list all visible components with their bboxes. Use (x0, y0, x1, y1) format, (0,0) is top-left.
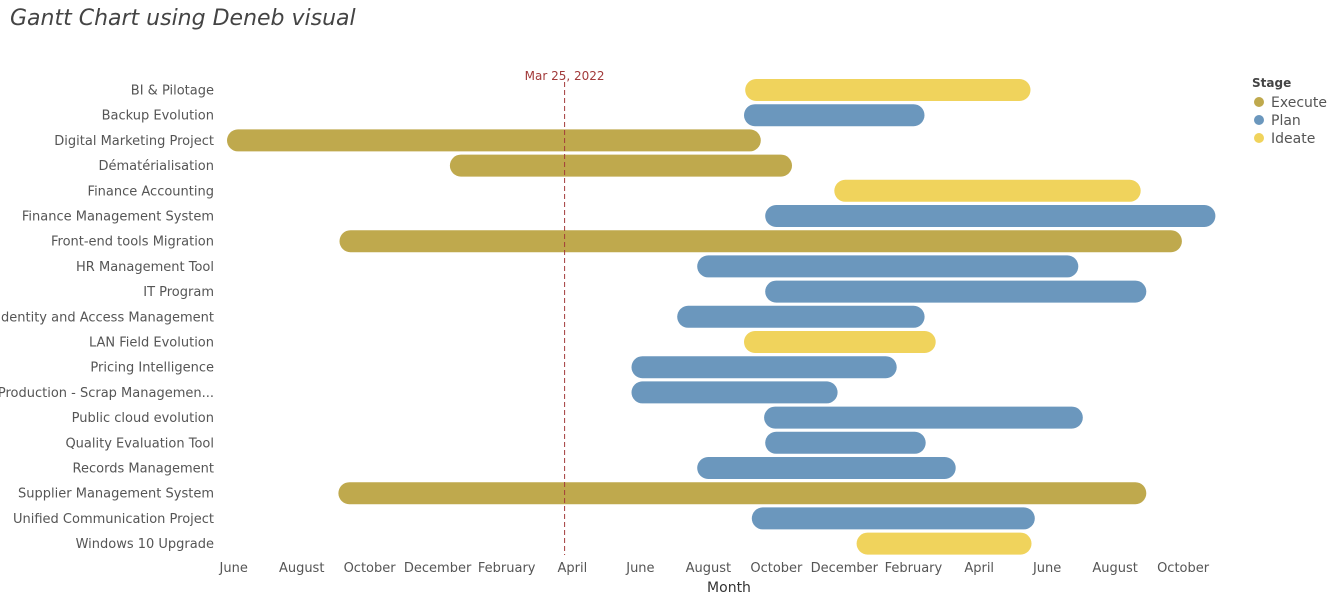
task-bar[interactable] (834, 179, 1141, 202)
task-bar[interactable] (697, 457, 956, 479)
chart-title: Gantt Chart using Deneb visual (10, 6, 356, 31)
task-bar[interactable] (856, 532, 1032, 555)
task-label: BI & Pilotage (131, 84, 214, 99)
task-bar[interactable] (765, 431, 926, 454)
task-label: Finance Management System (22, 210, 214, 225)
task-bar[interactable] (677, 305, 925, 328)
legend-label[interactable]: Execute (1271, 95, 1327, 111)
legend-label[interactable]: Ideate (1271, 131, 1315, 147)
x-tick-label: August (686, 561, 732, 576)
x-tick-label: October (750, 561, 803, 576)
task-bar[interactable] (338, 482, 1147, 505)
task-bar[interactable] (631, 381, 838, 404)
task-bar[interactable] (751, 507, 1035, 530)
task-bar[interactable] (744, 331, 936, 353)
x-tick-label: June (219, 561, 248, 576)
task-bar[interactable] (339, 230, 1182, 253)
x-tick-label: February (885, 561, 943, 576)
task-label: Supplier Management System (18, 487, 214, 502)
x-tick-label: June (625, 561, 654, 576)
task-label: HR Management Tool (76, 260, 214, 275)
task-label: Windows 10 Upgrade (76, 537, 214, 552)
legend-swatch (1254, 133, 1264, 143)
x-axis-title: Month (707, 580, 751, 596)
task-bar[interactable] (765, 280, 1147, 303)
task-label: Pricing Intelligence (90, 361, 214, 376)
legend-label[interactable]: Plan (1271, 113, 1301, 129)
task-label: Unified Communication Project (13, 512, 214, 527)
task-label: LAN Field Evolution (89, 336, 214, 351)
task-label: Public cloud evolution (72, 411, 214, 426)
task-label: IT Program (143, 285, 214, 300)
task-label: Records Management (73, 462, 214, 477)
today-marker: Mar 25, 2022 (525, 69, 605, 555)
task-label: Dématérialisation (98, 159, 214, 174)
x-tick-label: February (478, 561, 536, 576)
task-label: Finance Accounting (88, 184, 214, 199)
x-tick-label: April (964, 561, 994, 576)
x-tick-label: December (404, 561, 472, 576)
legend-swatch (1254, 115, 1264, 125)
today-label: Mar 25, 2022 (525, 69, 605, 83)
x-tick-label: April (558, 561, 588, 576)
task-bar[interactable] (227, 129, 761, 152)
task-label: Front-end tools Migration (51, 235, 214, 250)
task-label: Production - Scrap Managemen... (0, 386, 214, 401)
bars-layer (227, 79, 1216, 555)
task-label: Digital Marketing Project (54, 134, 214, 149)
x-tick-label: August (279, 561, 325, 576)
task-bar[interactable] (744, 104, 925, 127)
x-tick-label: August (1092, 561, 1138, 576)
task-bar[interactable] (449, 154, 792, 177)
task-bar[interactable] (764, 406, 1083, 429)
x-tick-label: June (1032, 561, 1061, 576)
task-label: Backup Evolution (102, 109, 214, 124)
x-axis-ticks: June August October December February April Ju… (219, 561, 1210, 576)
task-bar[interactable] (631, 356, 897, 379)
x-tick-label: October (344, 561, 397, 576)
task-bar[interactable] (697, 255, 1079, 278)
task-bar[interactable] (745, 79, 1031, 101)
task-label: Quality Evaluation Tool (65, 436, 214, 451)
legend: Stage Execute Plan Ideate (1252, 76, 1327, 147)
legend-title: Stage (1252, 76, 1291, 90)
x-tick-label: October (1157, 561, 1210, 576)
x-tick-label: December (811, 561, 879, 576)
legend-swatch (1254, 97, 1264, 107)
task-bar[interactable] (765, 205, 1216, 227)
task-label: Identity and Access Management (0, 310, 214, 325)
task-labels: BI & Pilotage Backup Evolution Digital Mar… (0, 84, 214, 553)
